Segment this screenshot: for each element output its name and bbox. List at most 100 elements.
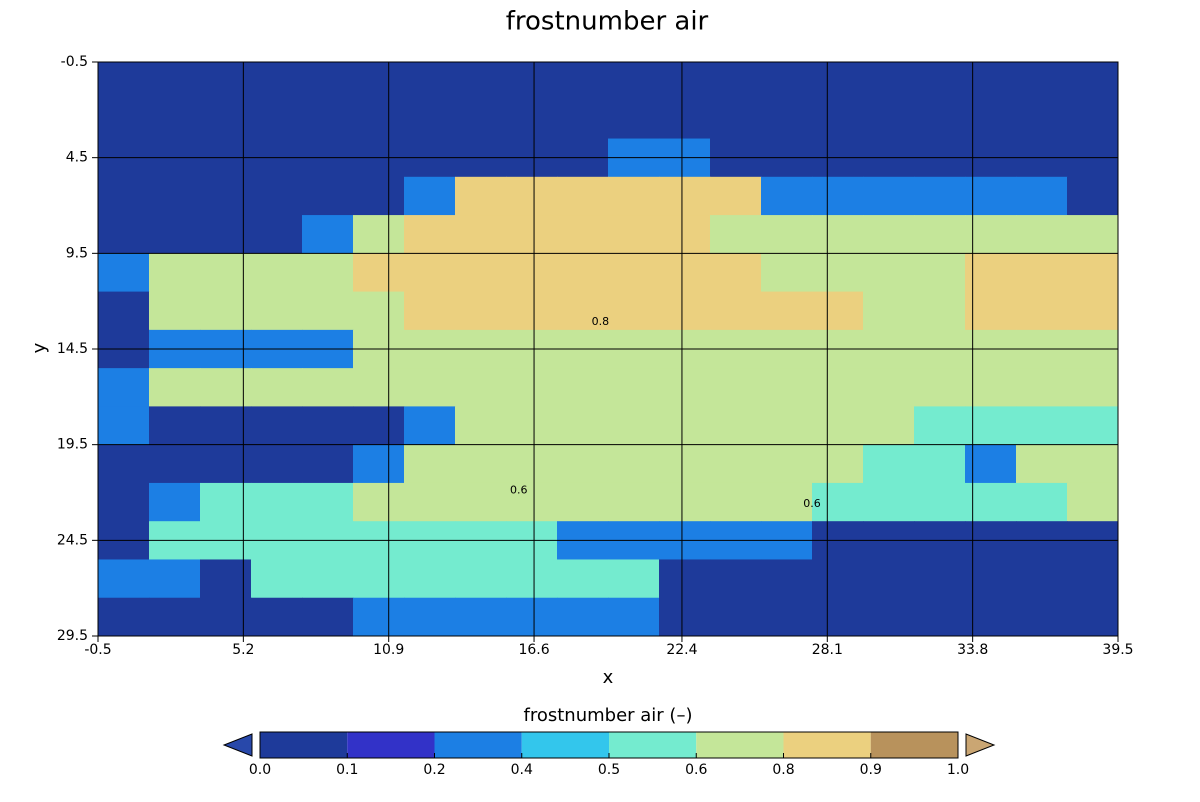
contour-cell	[1016, 597, 1068, 637]
contour-cell	[557, 482, 609, 522]
contour-cell	[710, 253, 762, 293]
colorbar-extend-min	[222, 733, 253, 757]
contour-cell	[812, 482, 864, 522]
colorbar-segment	[870, 732, 958, 758]
contour-cell	[965, 444, 1017, 484]
contour-cell	[659, 444, 711, 484]
contour-cell	[1016, 559, 1068, 599]
contour-cell	[608, 482, 660, 522]
contour-cell	[353, 559, 405, 599]
contour-cell	[1067, 176, 1119, 216]
contour-cell	[404, 100, 456, 140]
contour-cell	[659, 253, 711, 293]
contour-cell	[404, 482, 456, 522]
contour-cell	[353, 176, 405, 216]
contour-cell	[1016, 253, 1068, 293]
contour-cell	[149, 253, 201, 293]
contour-cell	[251, 62, 303, 101]
colorbar-tick-label: 0.5	[598, 762, 620, 778]
colorbar-tick-label: 0.8	[772, 762, 794, 778]
contour-cell	[710, 62, 762, 101]
contour-cell	[149, 368, 201, 407]
contour-cell	[404, 444, 456, 484]
contour-cell	[506, 559, 558, 599]
contour-cell	[1016, 406, 1068, 446]
contour-cell	[251, 559, 303, 599]
contour-cell	[914, 368, 966, 407]
chart-title: frostnumber air	[506, 7, 709, 37]
colorbar-segment	[260, 732, 348, 758]
contour-cell	[1067, 100, 1119, 140]
contour-cell	[761, 100, 813, 140]
colorbar-tick-label: 0.9	[860, 762, 882, 778]
contour-cell	[1016, 100, 1068, 140]
contour-cell	[608, 215, 660, 254]
contour-cell	[1067, 215, 1119, 254]
contour-cell	[965, 482, 1017, 522]
contour-cell	[659, 482, 711, 522]
contour-cell	[914, 176, 966, 216]
contour-cell	[608, 368, 660, 407]
contour-cell	[659, 559, 711, 599]
colorbar-tick-label: 0.6	[685, 762, 707, 778]
x-tick-label: 28.1	[812, 642, 843, 658]
contour-cell	[455, 368, 507, 407]
contour-cell	[353, 215, 405, 254]
contour-cell	[965, 406, 1017, 446]
contour-cell	[149, 559, 201, 599]
contour-cell	[98, 368, 150, 407]
contour-cell	[1067, 368, 1119, 407]
contour-cell	[506, 62, 558, 101]
contour-cell	[608, 253, 660, 293]
colorbar-segment	[783, 732, 871, 758]
colorbar-tick-label: 0.2	[423, 762, 445, 778]
contour-cell	[506, 406, 558, 446]
contour-cell	[812, 559, 864, 599]
contour-cell	[965, 100, 1017, 140]
contour-cell	[1067, 62, 1119, 101]
contour-cell	[812, 62, 864, 101]
contour-cell	[914, 597, 966, 637]
colorbar-segment	[696, 732, 784, 758]
contour-cell	[761, 215, 813, 254]
contour-cell	[608, 100, 660, 140]
contour-cell	[1016, 482, 1068, 522]
contour-cell	[302, 215, 354, 254]
contour-cell	[302, 406, 354, 446]
contour-cell	[455, 253, 507, 293]
contour-cell	[149, 444, 201, 484]
contour-cell	[659, 597, 711, 637]
contour-cell	[149, 406, 201, 446]
contour-cell	[506, 253, 558, 293]
contour-cell	[353, 597, 405, 637]
y-axis-label: y	[29, 342, 50, 353]
contour-cell	[455, 176, 507, 216]
contour-label: 0.6	[510, 484, 528, 497]
contour-cell	[608, 291, 660, 331]
contour-cell	[557, 444, 609, 484]
contour-cell	[812, 176, 864, 216]
contour-cell	[98, 444, 150, 484]
contour-cell	[812, 444, 864, 484]
contour-cell	[506, 176, 558, 216]
plot-border	[97, 61, 1119, 637]
contour-cell	[710, 368, 762, 407]
contour-cell	[98, 597, 150, 637]
contour-cell	[149, 100, 201, 140]
contour-cell	[863, 291, 915, 331]
contour-cell	[251, 176, 303, 216]
contour-cell	[1067, 559, 1119, 599]
contour-cell	[404, 406, 456, 446]
contour-cell	[353, 100, 405, 140]
contour-cell	[608, 176, 660, 216]
contour-cell	[149, 62, 201, 101]
x-tick-label: 39.5	[1102, 642, 1133, 658]
contour-cell	[1016, 62, 1068, 101]
y-tick-label: 14.5	[57, 341, 88, 357]
x-tick-label: 22.4	[666, 642, 697, 658]
contour-cell	[863, 253, 915, 293]
contour-cell	[1016, 176, 1068, 216]
contour-cell	[98, 559, 150, 599]
contour-cell	[812, 406, 864, 446]
contour-cell	[914, 215, 966, 254]
